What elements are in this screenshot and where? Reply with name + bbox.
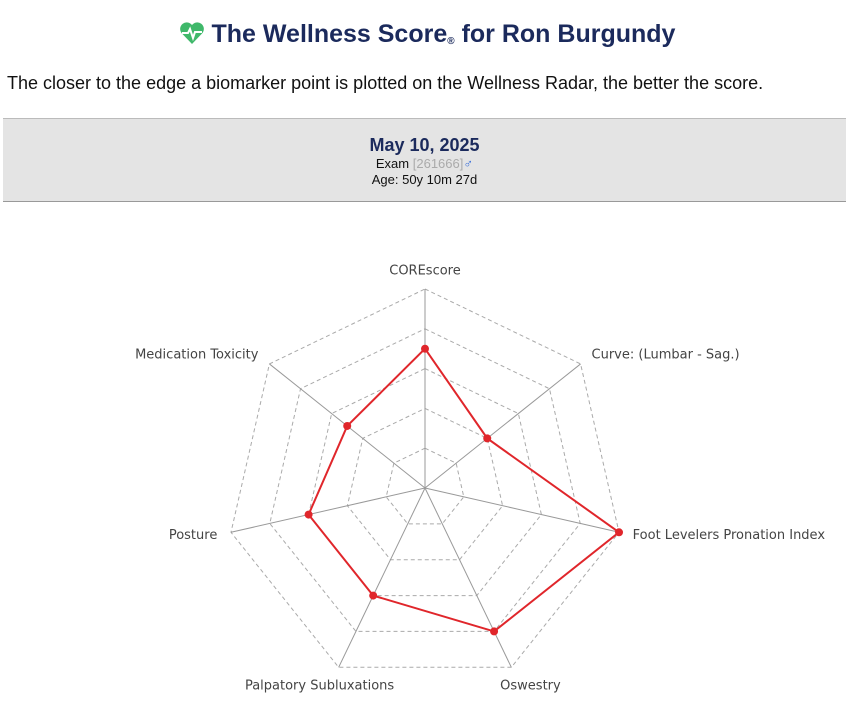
sex-symbol: ♂ [463,156,474,171]
data-point [369,591,378,600]
exam-id: [261666] [412,156,464,171]
axis-label: Palpatory Subluxations [245,678,394,693]
axis-spoke [424,363,581,489]
exam-date: May 10, 2025 [369,135,480,155]
data-point [615,528,624,537]
data-point [483,434,492,443]
data-polygon [307,347,621,633]
axis-label: Foot Levelers Pronation Index [633,528,826,543]
exam-line: Exam [261666]♂ [3,156,846,172]
grid-ring [308,368,542,597]
axis-label: Posture [169,528,218,543]
title: The Wellness Score® for Ron Burgundy [0,20,854,49]
axis-label: Medication Toxicity [135,348,259,363]
data-point [343,421,352,430]
data-point [490,627,499,636]
intro-text: The closer to the edge a biomarker point… [7,73,764,93]
axis-spoke [338,487,426,668]
data-point [304,510,313,519]
axis-label: COREscore [389,264,461,279]
axis-label: Curve: (Lumbar - Sag.) [592,348,740,363]
axis-spoke [424,487,620,533]
exam-band: May 10, 2025 Exam [261666]♂ Age: 50y 10m… [3,118,846,202]
data-point [421,344,429,353]
axis-label: Oswestry [500,678,561,693]
grid-ring [385,447,465,525]
registered-mark: ® [447,36,455,47]
axis-spoke [424,487,512,668]
title-suffix: for Ron Burgundy [461,20,676,48]
radar-chart: COREscore Curve: (Lumbar - Sag.) Foot Leve… [135,264,826,694]
grid-ring [346,407,504,561]
exam-label: Exam [375,156,410,171]
grid-ring [269,328,581,632]
exam-age: Age: 50y 10m 27d [371,172,478,187]
heart-icon [179,22,204,44]
axis-spoke [230,487,426,533]
grid-ring [230,288,620,668]
title-text: The Wellness Score [211,20,448,48]
